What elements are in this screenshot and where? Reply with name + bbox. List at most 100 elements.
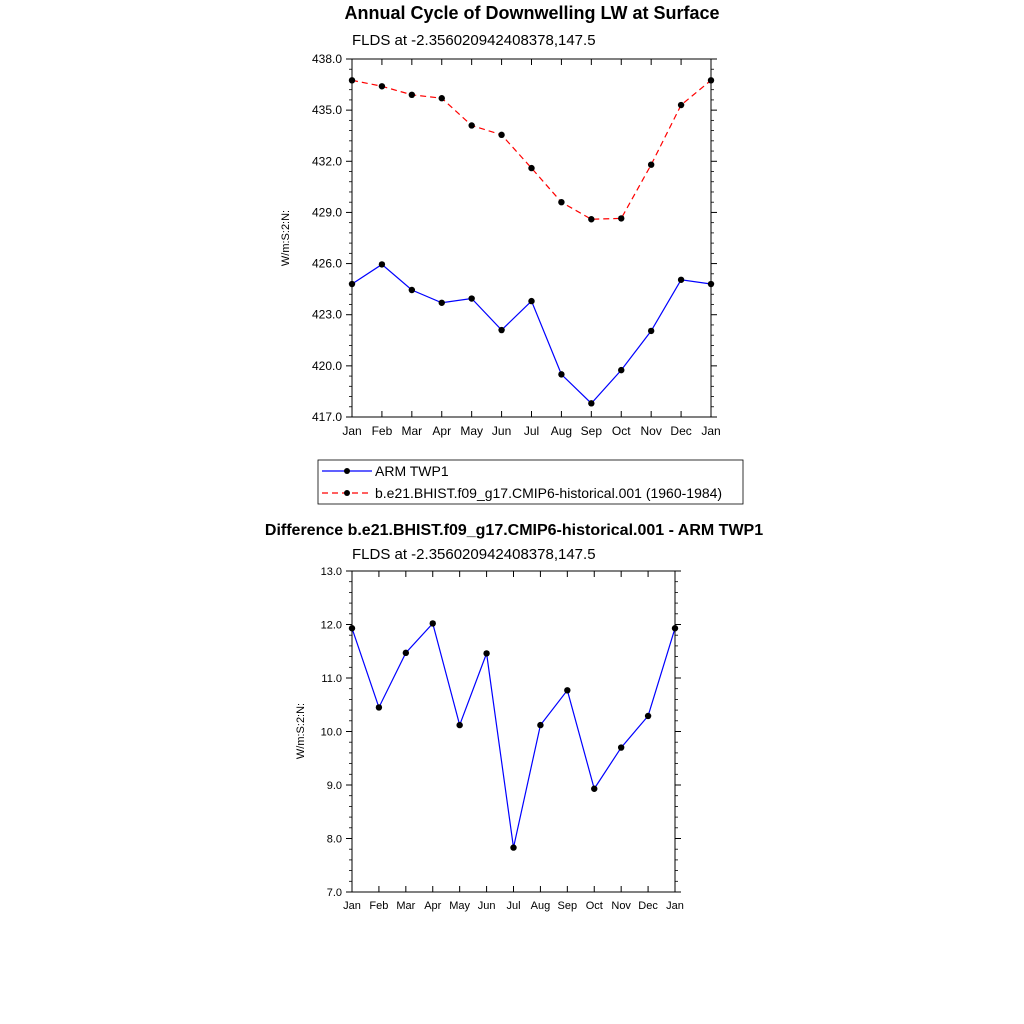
- difference-chart: Difference b.e21.BHIST.f09_g17.CMIP6-his…: [265, 522, 763, 912]
- data-point: [528, 164, 535, 172]
- data-point: [402, 649, 410, 657]
- legend-label-model: b.e21.BHIST.f09_g17.CMIP6-historical.001…: [375, 485, 722, 501]
- data-point: [378, 83, 386, 90]
- diff-series-layer: [348, 620, 679, 851]
- legend-entry-model: b.e21.BHIST.f09_g17.CMIP6-historical.001…: [322, 485, 722, 501]
- diff-y-axis-label: W/m:S:2:N:: [295, 703, 307, 759]
- data-point: [537, 721, 544, 729]
- x-tick-label: Mar: [396, 900, 415, 912]
- y-tick-label: 12.0: [321, 620, 342, 632]
- data-point: [483, 650, 490, 657]
- x-tick-label: Nov: [611, 900, 631, 912]
- x-tick-label: Apr: [432, 424, 451, 438]
- y-tick-label: 438.0: [312, 52, 342, 66]
- data-point: [677, 276, 685, 283]
- x-tick-label: Aug: [531, 900, 551, 912]
- y-tick-label: 10.0: [321, 727, 342, 739]
- x-tick-label: Jan: [701, 424, 720, 438]
- data-point: [558, 199, 565, 206]
- x-tick-label: Dec: [670, 424, 691, 438]
- y-tick-label: 8.0: [327, 834, 342, 846]
- series-line-0: [351, 263, 712, 405]
- x-tick-label: Jun: [478, 900, 496, 912]
- series-layer: [348, 77, 715, 407]
- data-point: [647, 327, 655, 335]
- tick-labels-layer: Jan Feb Mar Apr May Jun Jul Aug Sep Oct Nov Dec Jan4…: [312, 52, 721, 438]
- data-point: [375, 704, 383, 711]
- y-tick-label: 435.0: [312, 103, 342, 117]
- x-tick-label: Jan: [342, 424, 361, 438]
- y-tick-label: 9.0: [327, 780, 342, 792]
- data-point: [591, 785, 598, 792]
- data-point: [677, 101, 685, 109]
- y-tick-label: 11.0: [321, 673, 342, 685]
- x-tick-label: Sep: [558, 900, 578, 912]
- diff-chart-subtitle: FLDS at -2.356020942408378,147.5: [352, 546, 596, 563]
- legend-entry-arm-twp1: ARM TWP1: [322, 463, 449, 479]
- data-point: [456, 721, 463, 729]
- diff-chart-title: Difference b.e21.BHIST.f09_g17.CMIP6-his…: [265, 522, 763, 539]
- data-point: [510, 844, 517, 851]
- data-point: [378, 261, 386, 268]
- y-tick-label: 13.0: [321, 566, 342, 578]
- y-tick-label: 7.0: [327, 887, 342, 899]
- y-tick-label: 432.0: [312, 154, 342, 168]
- data-point: [429, 620, 436, 627]
- data-point: [438, 95, 445, 102]
- x-tick-label: May: [449, 900, 470, 912]
- x-tick-label: Jul: [524, 424, 539, 438]
- data-point: [468, 122, 475, 129]
- legend-box: [317, 459, 744, 505]
- data-point: [468, 295, 475, 302]
- legend-marker-model: [344, 490, 350, 496]
- y-tick-label: 420.0: [312, 359, 342, 373]
- data-point: [498, 326, 505, 334]
- data-point: [528, 297, 535, 305]
- data-point: [558, 371, 565, 378]
- x-tick-label: May: [460, 424, 483, 438]
- y-tick-label: 426.0: [312, 257, 342, 271]
- data-point: [588, 216, 595, 223]
- y-axis-label: W/m:S:2:N:: [280, 210, 292, 266]
- y-tick-label: 417.0: [312, 410, 342, 424]
- data-point: [498, 131, 505, 139]
- data-point: [408, 286, 416, 294]
- data-point: [644, 712, 652, 720]
- diff-plot-frame: [351, 570, 676, 893]
- legend: ARM TWP1 b.e21.BHIST.f09_g17.CMIP6-histo…: [317, 459, 744, 505]
- x-tick-label: Aug: [551, 424, 572, 438]
- x-tick-label: Feb: [372, 424, 393, 438]
- legend-label-arm-twp1: ARM TWP1: [375, 463, 449, 479]
- x-tick-label: Feb: [369, 900, 388, 912]
- legend-marker-arm-twp1: [344, 468, 350, 474]
- y-tick-label: 423.0: [312, 308, 342, 322]
- plot-frame: [351, 58, 712, 418]
- x-tick-label: Jun: [492, 424, 511, 438]
- annual-cycle-chart: Annual Cycle of Downwelling LW at Surfac…: [280, 3, 721, 438]
- x-tick-label: Apr: [424, 900, 441, 912]
- x-tick-label: Nov: [640, 424, 661, 438]
- series-line-0: [351, 622, 676, 848]
- x-tick-label: Sep: [581, 424, 603, 438]
- y-tick-label: 429.0: [312, 205, 342, 219]
- x-tick-label: Dec: [638, 900, 658, 912]
- chart-subtitle: FLDS at -2.356020942408378,147.5: [352, 32, 596, 49]
- diff-tick-labels-layer: Jan Feb Mar Apr May Jun Jul Aug Sep Oct Nov Dec Jan7…: [321, 566, 684, 912]
- data-point: [647, 161, 655, 168]
- x-tick-label: Mar: [401, 424, 422, 438]
- data-point: [618, 215, 625, 222]
- x-tick-label: Oct: [586, 900, 603, 912]
- ticks-layer: [346, 58, 717, 418]
- chart-title: Annual Cycle of Downwelling LW at Surfac…: [344, 3, 719, 23]
- x-tick-label: Oct: [612, 424, 631, 438]
- series-line-1: [351, 79, 712, 220]
- x-tick-label: Jul: [506, 900, 520, 912]
- data-point: [438, 299, 445, 306]
- data-point: [588, 400, 595, 407]
- data-point: [408, 91, 416, 99]
- data-point: [617, 744, 625, 751]
- data-point: [618, 366, 625, 374]
- x-tick-label: Jan: [343, 900, 361, 912]
- data-point: [564, 687, 571, 694]
